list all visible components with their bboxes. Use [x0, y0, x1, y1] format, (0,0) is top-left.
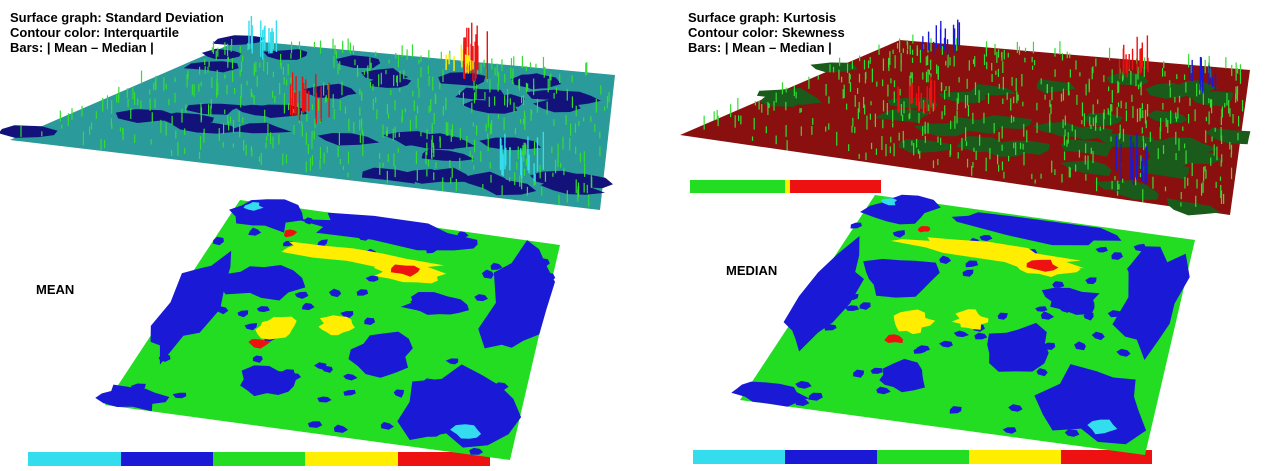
- map-label: MEDIAN: [726, 263, 777, 278]
- caption-line: Contour color: Interquartile: [10, 25, 179, 40]
- small-color-bar: [690, 180, 881, 193]
- color-bar: [28, 452, 490, 466]
- caption-line: Surface graph: Kurtosis: [688, 10, 836, 25]
- contour-map: [731, 195, 1195, 455]
- color-bar: [693, 450, 1152, 464]
- caption-line: Surface graph: Standard Deviation: [10, 10, 224, 25]
- left-panel: [28, 452, 490, 466]
- visualization: Surface graph: Standard DeviationContour…: [0, 0, 1276, 471]
- contour-map: [95, 199, 560, 460]
- caption-line: Bars: | Mean – Median |: [688, 40, 832, 55]
- map-label: MEAN: [36, 282, 74, 297]
- caption-line: Bars: | Mean – Median |: [10, 40, 154, 55]
- caption-line: Contour color: Skewness: [688, 25, 845, 40]
